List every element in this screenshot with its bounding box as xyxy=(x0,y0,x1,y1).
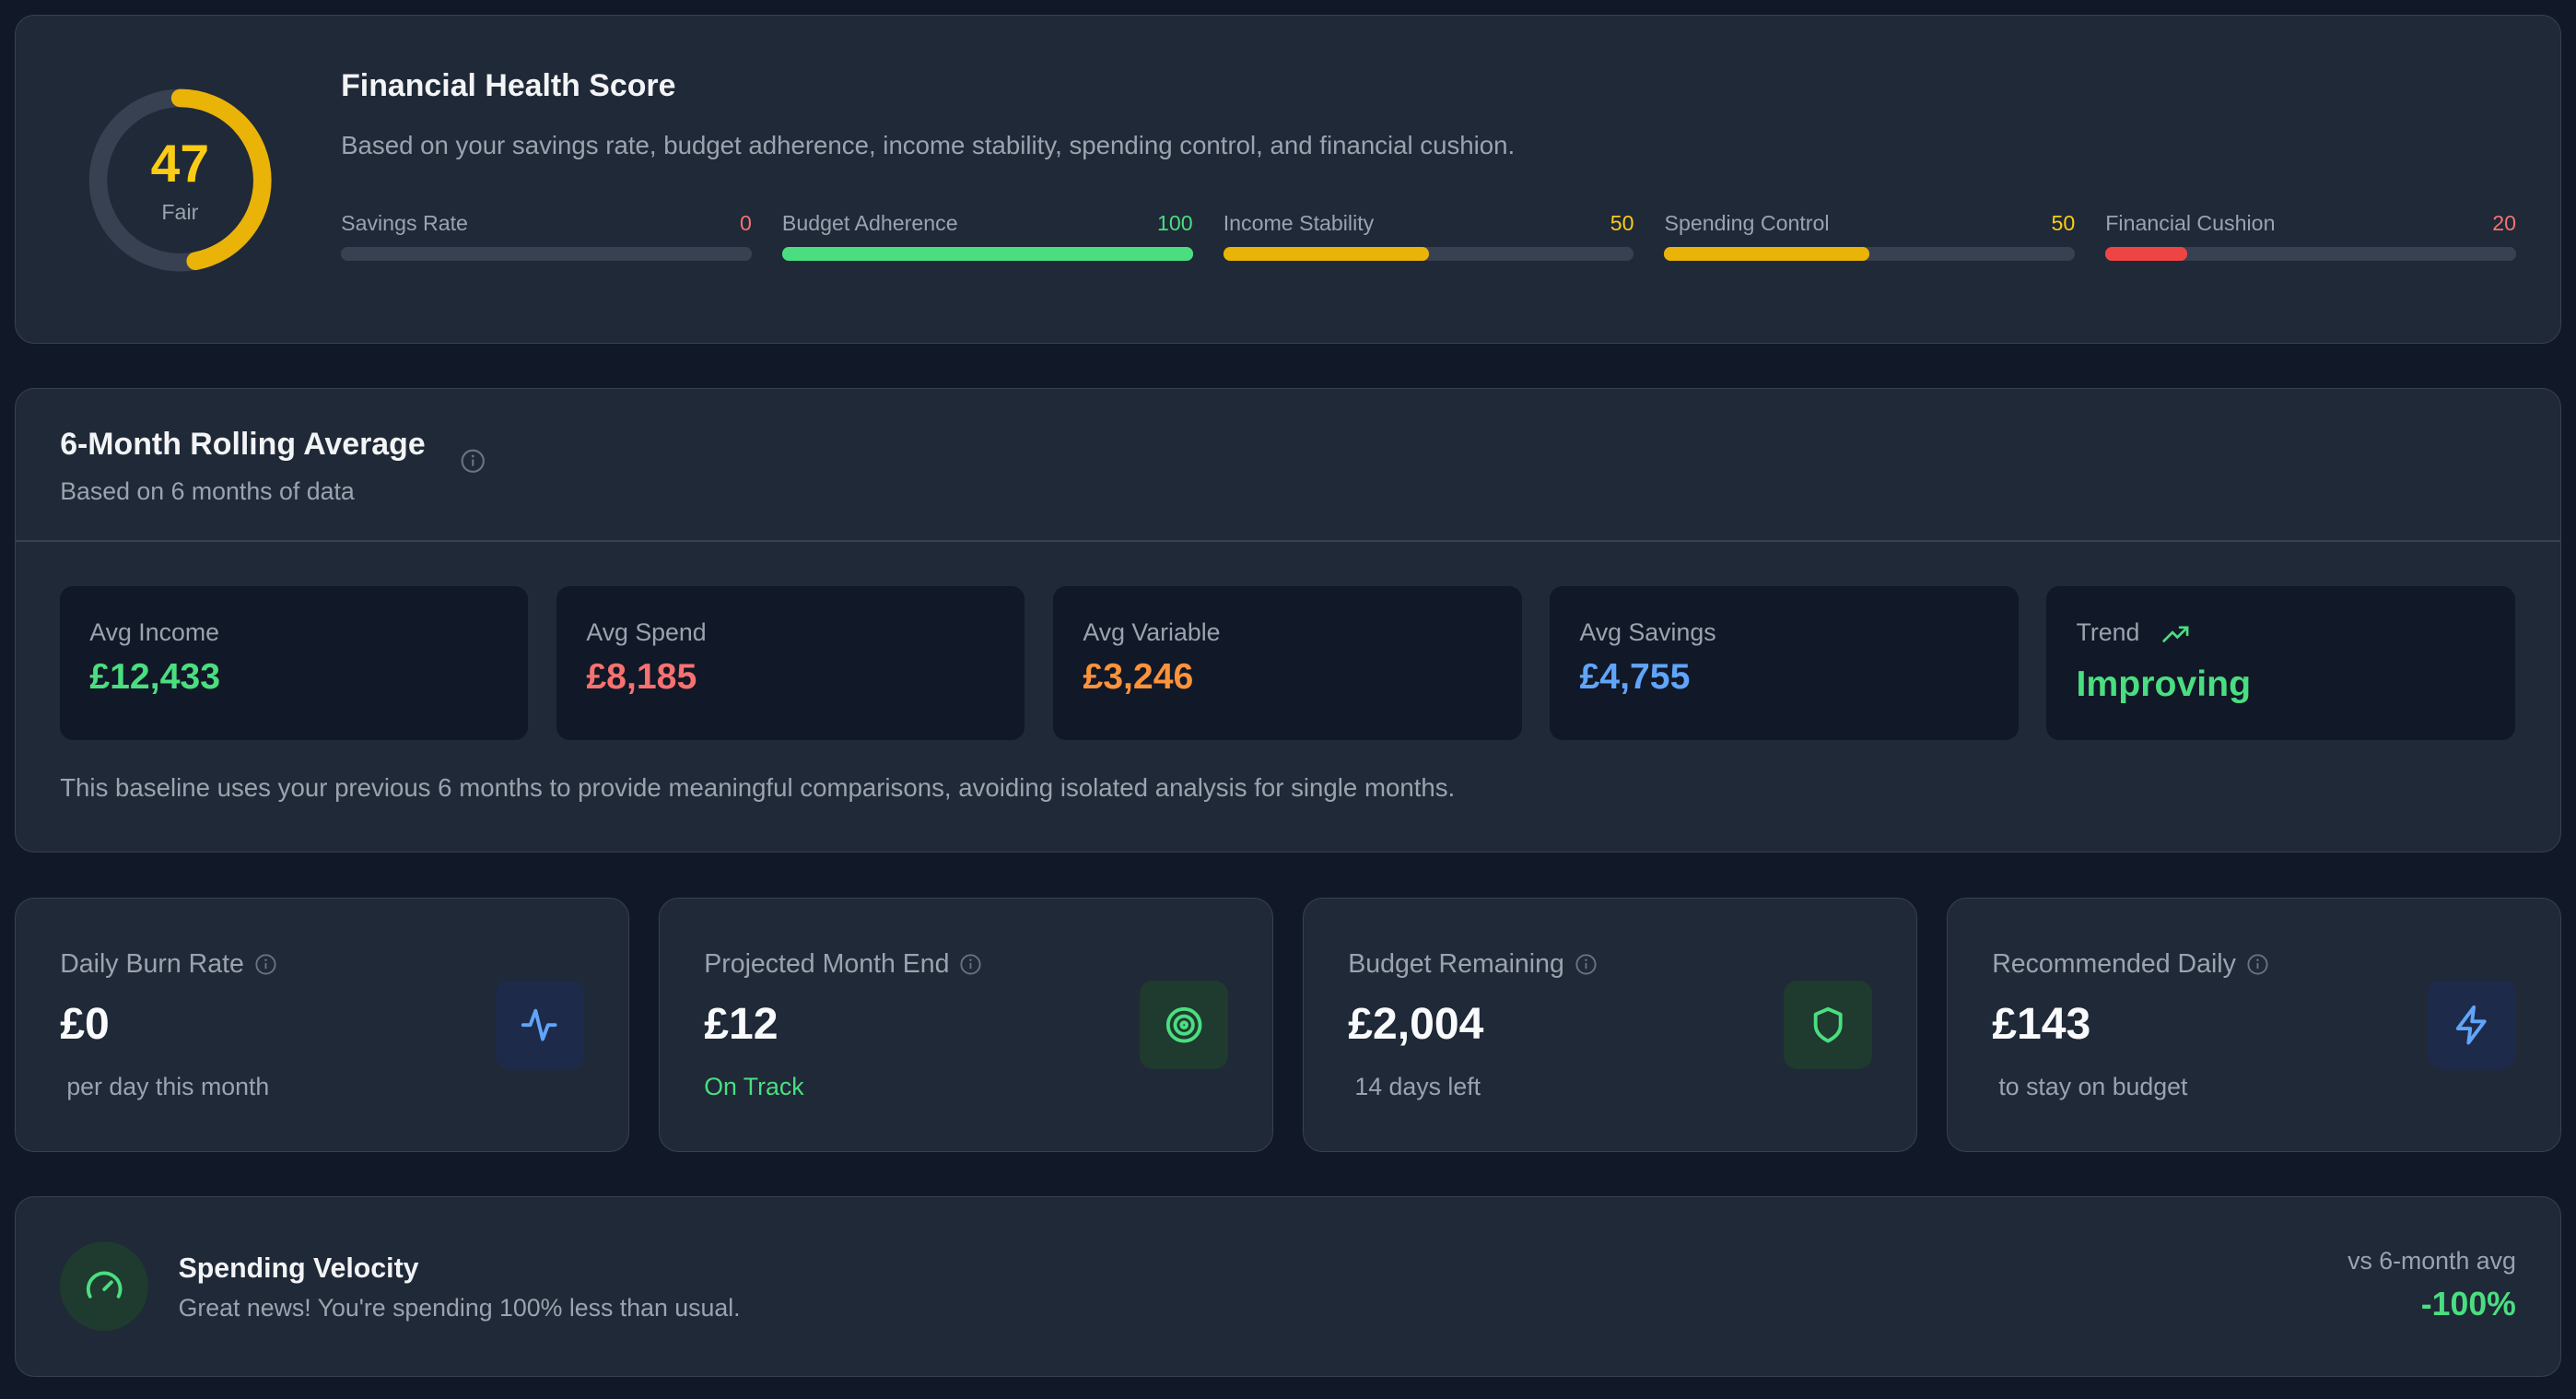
metric-value: 100 xyxy=(1157,211,1193,236)
metric-label: Financial Cushion xyxy=(2105,211,2276,236)
rolling-stat-card: Avg Income £12,433 xyxy=(60,585,529,741)
rolling-stat-label: Avg Spend xyxy=(586,618,707,647)
health-description: Based on your savings rate, budget adher… xyxy=(341,130,1516,159)
velocity-change: -100% xyxy=(2420,1286,2516,1323)
rolling-footnote: This baseline uses your previous 6 month… xyxy=(60,773,1456,803)
trending-up-icon xyxy=(2162,626,2189,642)
info-icon[interactable] xyxy=(2246,953,2269,976)
gauge-icon xyxy=(60,1241,149,1331)
info-icon[interactable] xyxy=(1575,953,1598,976)
stat-card: Projected Month End £12 On Track xyxy=(659,897,1273,1153)
zap-icon xyxy=(2427,980,2516,1070)
metric-value: 50 xyxy=(1610,211,1634,236)
rolling-stat-value: £12,433 xyxy=(89,656,221,698)
rolling-subtitle: Based on 6 months of data xyxy=(60,477,355,506)
stat-title: Recommended Daily xyxy=(1992,948,2236,979)
rolling-stat-label: Avg Savings xyxy=(1579,618,1716,647)
stat-card: Budget Remaining £2,004 14 days left xyxy=(1303,897,1917,1153)
velocity-compare-label: vs 6-month avg xyxy=(2348,1246,2516,1275)
metric-progress-bar xyxy=(781,247,1193,261)
rolling-stat-card: Avg Spend £8,185 xyxy=(556,585,1025,741)
divider xyxy=(16,539,2560,542)
health-title: Financial Health Score xyxy=(341,68,676,104)
metric-label: Savings Rate xyxy=(341,211,468,236)
metric-label: Income Stability xyxy=(1223,211,1375,236)
target-icon xyxy=(1139,980,1228,1070)
rolling-stat-label: Trend xyxy=(2076,618,2140,647)
stat-title: Budget Remaining xyxy=(1348,948,1564,979)
info-icon[interactable] xyxy=(254,953,277,976)
health-score-gauge xyxy=(88,88,272,272)
rolling-stat-label: Avg Income xyxy=(89,618,219,647)
metric-value: 20 xyxy=(2492,211,2517,236)
velocity-title: Spending Velocity xyxy=(178,1252,419,1284)
stat-card: Daily Burn Rate £0 per day this month xyxy=(15,897,629,1153)
info-icon[interactable] xyxy=(460,448,486,475)
activity-icon xyxy=(495,980,584,1070)
stat-subtext: On Track xyxy=(704,1072,804,1100)
metric-value: 0 xyxy=(740,211,752,236)
rolling-stat-value: £8,185 xyxy=(586,656,697,698)
rolling-stat-card: Trend Improving xyxy=(2046,585,2515,741)
stat-value: £143 xyxy=(1992,999,2091,1050)
rolling-stat-value: £4,755 xyxy=(1579,656,1691,698)
rolling-title: 6-Month Rolling Average xyxy=(60,426,426,462)
financial-health-card: 47 Fair Financial Health Score Based on … xyxy=(15,15,2561,344)
metric-label: Budget Adherence xyxy=(781,211,958,236)
rolling-stat-card: Avg Variable £3,246 xyxy=(1053,585,1522,741)
metric-label: Spending Control xyxy=(1664,211,1830,236)
stat-value: £12 xyxy=(704,999,779,1050)
rolling-average-card: 6-Month Rolling Average Based on 6 month… xyxy=(15,387,2561,853)
spending-velocity-card: Spending Velocity Great news! You're spe… xyxy=(15,1196,2561,1378)
health-score-rating: Fair xyxy=(161,199,199,224)
health-score-value: 47 xyxy=(150,135,210,194)
metric-progress-bar xyxy=(2105,247,2517,261)
stat-title: Projected Month End xyxy=(704,948,950,979)
stat-card: Recommended Daily £143 to stay on budget xyxy=(1947,897,2561,1153)
rolling-stat-value: £3,246 xyxy=(1083,656,1194,698)
metric-value: 50 xyxy=(2051,211,2076,236)
metric-progress-bar xyxy=(1223,247,1634,261)
stat-title: Daily Burn Rate xyxy=(60,948,244,979)
stat-subtext: per day this month xyxy=(66,1072,270,1100)
info-icon[interactable] xyxy=(959,953,982,976)
metric-progress-bar xyxy=(341,247,752,261)
stat-value: £0 xyxy=(60,999,110,1050)
rolling-stat-value: Improving xyxy=(2076,663,2252,704)
rolling-stat-label: Avg Variable xyxy=(1083,618,1221,647)
velocity-message: Great news! You're spending 100% less th… xyxy=(178,1294,741,1323)
stat-subtext: to stay on budget xyxy=(1998,1072,2188,1100)
metric-progress-bar xyxy=(1664,247,2076,261)
stat-subtext: 14 days left xyxy=(1354,1072,1481,1100)
shield-icon xyxy=(1783,980,1872,1070)
rolling-stat-card: Avg Savings £4,755 xyxy=(1550,585,2019,741)
stat-value: £2,004 xyxy=(1348,999,1484,1050)
